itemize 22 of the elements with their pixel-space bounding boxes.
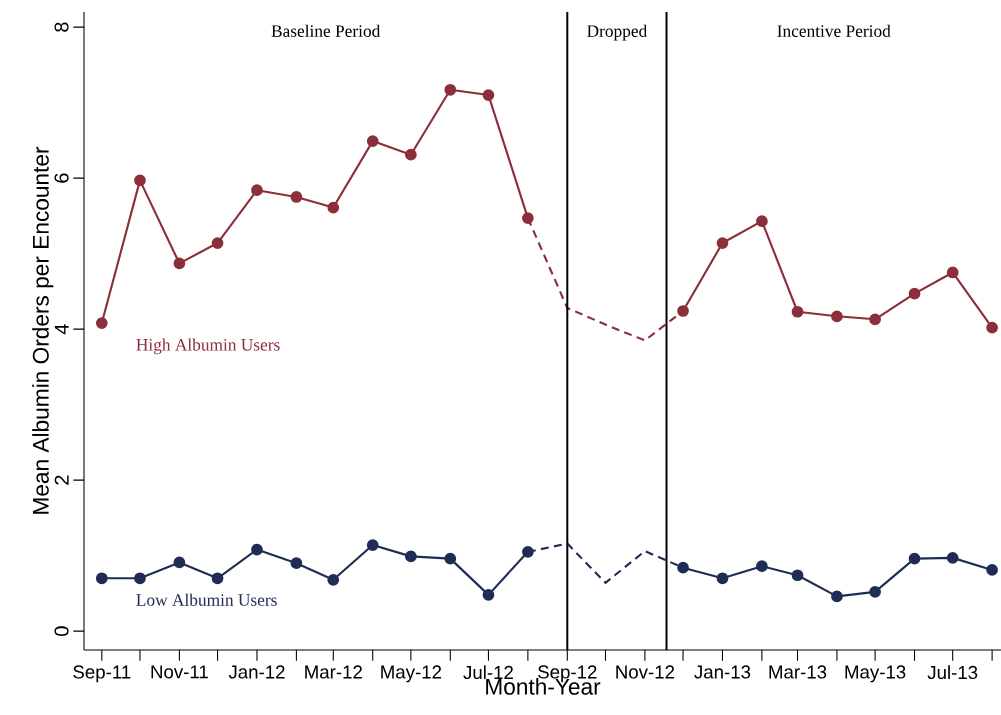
annotation: Incentive Period — [777, 24, 891, 37]
x-tick-label: Mar-13 — [769, 665, 827, 679]
x-tick-label: Mar-12 — [305, 665, 362, 679]
x-tick-label: Jul-13 — [927, 665, 978, 680]
x-tick-label: Jul-12 — [463, 665, 513, 680]
annotation: Baseline Period — [271, 24, 381, 37]
series-label: High Albumin Users — [136, 338, 280, 355]
series-label: Low Albumin Users — [136, 593, 277, 606]
x-tick-label: May-13 — [845, 665, 906, 683]
y-tick-label: 2 — [54, 475, 69, 485]
y-tick-label: 6 — [54, 173, 69, 183]
y-tick-label: 8 — [54, 22, 69, 32]
x-tick-label: Nov-12 — [616, 665, 675, 679]
x-tick-label: Sep-11 — [73, 665, 131, 683]
annotation: Dropped — [587, 24, 648, 41]
x-tick-label: Jan-13 — [694, 665, 751, 679]
x-tick-label: Nov-11 — [151, 665, 208, 679]
x-tick-label: Jan-12 — [228, 665, 285, 679]
x-tick-label: May-12 — [381, 665, 442, 683]
y-tick-label: 0 — [54, 626, 69, 636]
y-tick-label: 4 — [54, 324, 69, 335]
y-axis-title: Mean Albumin Orders per Encounter — [32, 146, 54, 514]
